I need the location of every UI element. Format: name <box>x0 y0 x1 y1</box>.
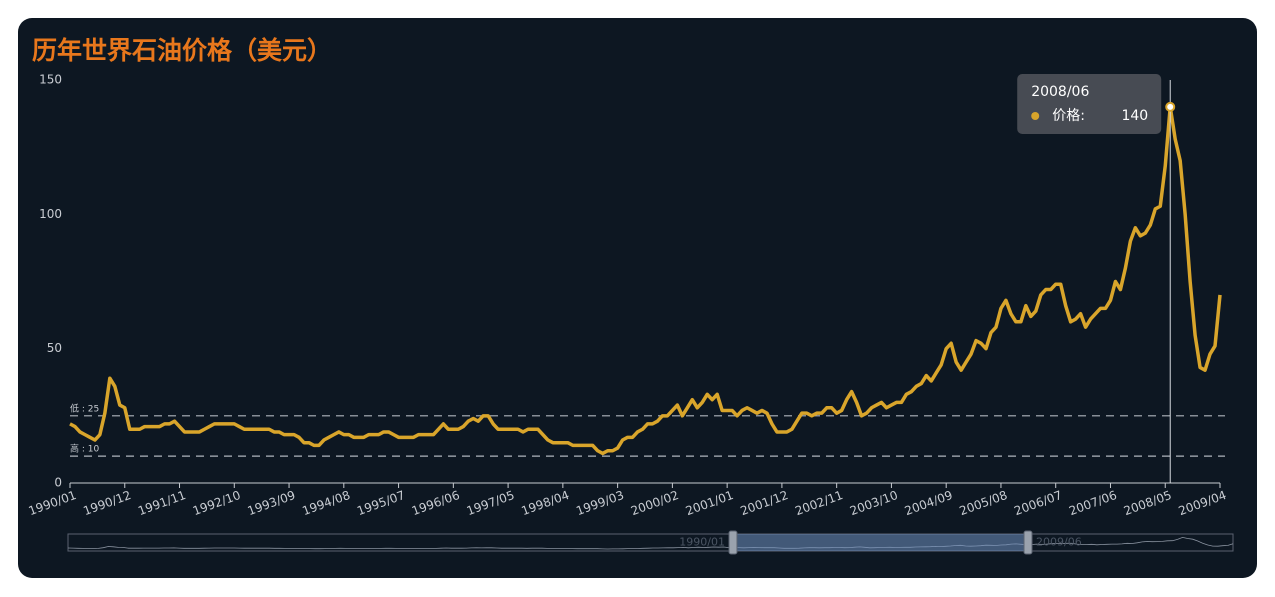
series-line <box>69 105 1222 456</box>
datazoom-end-label: 2009/06 <box>1036 536 1082 549</box>
tooltip-dot <box>1031 112 1040 120</box>
tooltip-title: 2008/06 <box>1031 84 1089 100</box>
mark-line-label: 低 : 25 <box>70 402 99 414</box>
tooltip-box <box>1017 74 1162 134</box>
chart-title: 历年世界石油价格（美元） <box>32 36 332 65</box>
y-tick-label: 150 <box>39 73 62 87</box>
datazoom-start-label: 1990/01 <box>679 536 725 549</box>
pointer-dot <box>1165 101 1176 112</box>
mark-line-label: 高 : 10 <box>70 443 99 455</box>
datazoom-line <box>67 536 1234 550</box>
datazoom-track <box>67 533 1234 552</box>
y-tick-label: 50 <box>47 341 62 355</box>
datazoom-handle[interactable] <box>1023 530 1033 555</box>
y-tick-label: 100 <box>39 207 62 221</box>
datazoom-handle[interactable] <box>728 530 738 555</box>
tooltip-label: 价格: <box>1052 108 1085 124</box>
datazoom-selection <box>733 534 1028 551</box>
y-tick-label: 0 <box>54 476 62 490</box>
tooltip-value: 140 <box>1121 108 1148 124</box>
